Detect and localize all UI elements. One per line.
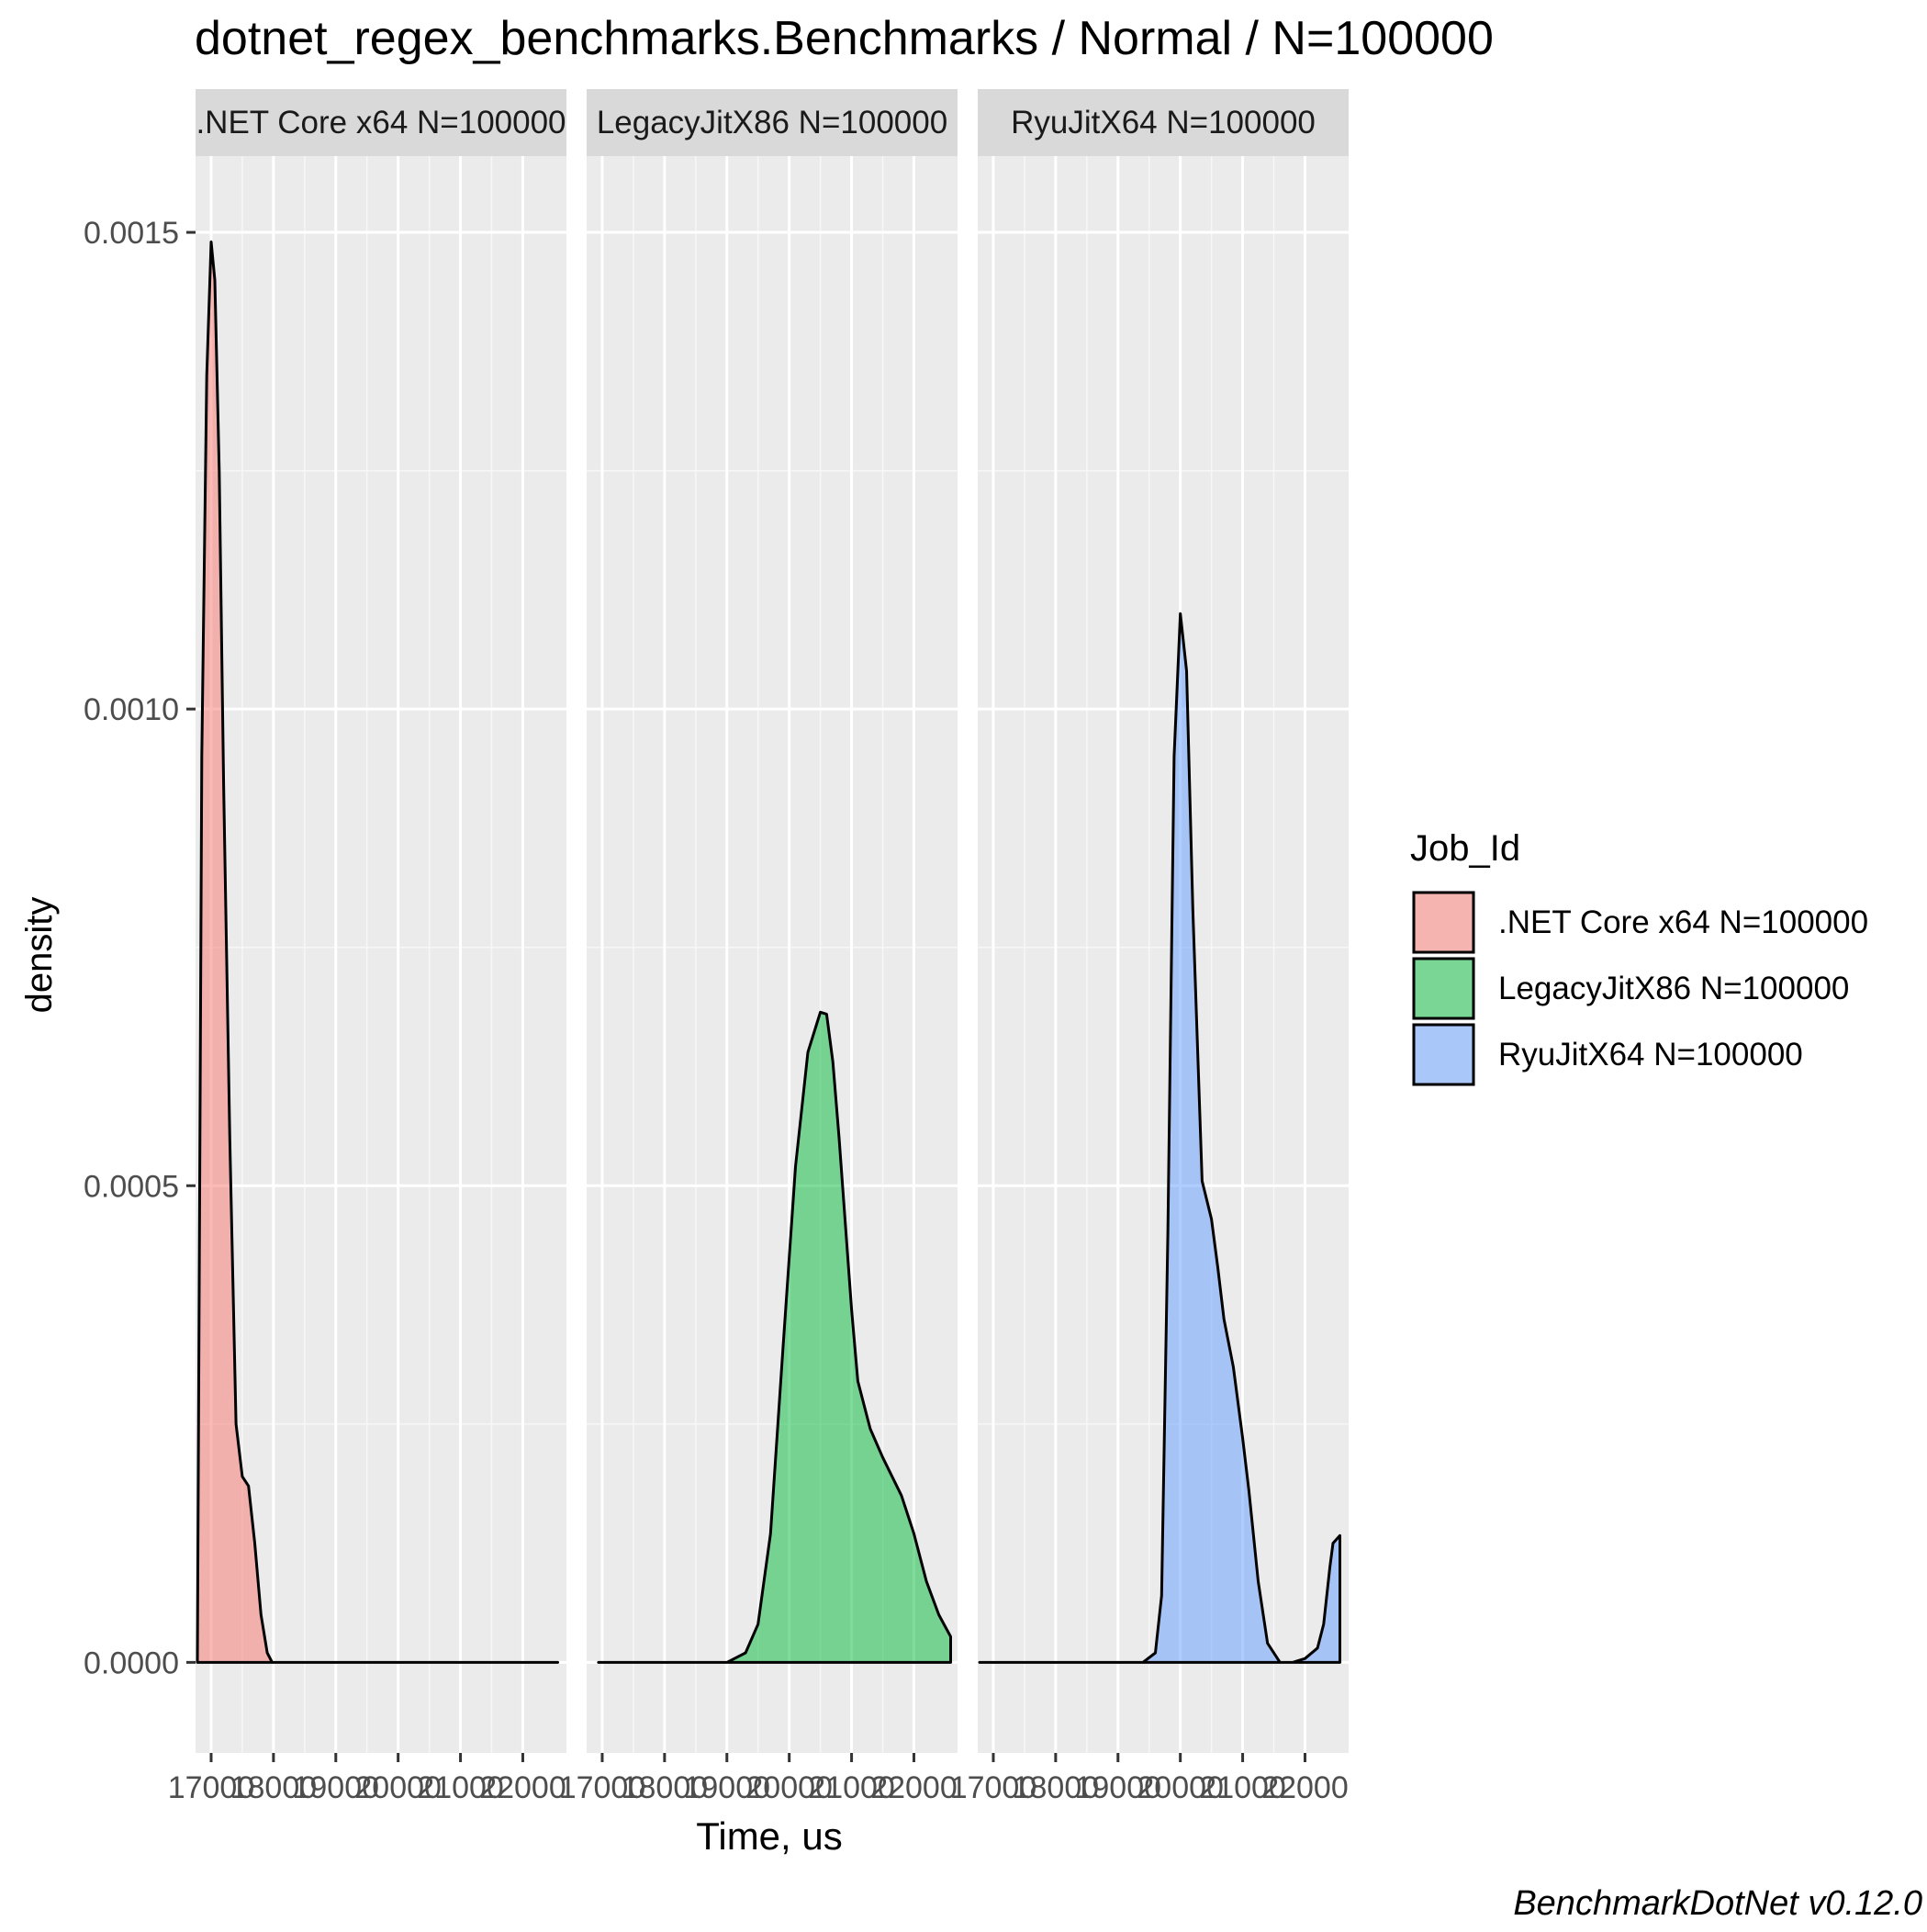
legend-key-swatch	[1412, 891, 1475, 954]
legend-key-swatch	[1412, 957, 1475, 1020]
facet-strip-label: LegacyJitX86 N=100000	[597, 105, 947, 140]
facet-panel: LegacyJitX86 N=100000 1700018000190002000…	[559, 89, 958, 1805]
facet-panel: RyuJitX64 N=100000 1700018000190002000021…	[950, 89, 1349, 1805]
density-area	[597, 1010, 952, 1664]
facet-strip	[196, 89, 566, 156]
caption: BenchmarkDotNet v0.12.0	[1513, 1884, 1922, 1923]
y-tick-label: 0.0015	[84, 216, 179, 251]
x-tick-label: 18000	[230, 1770, 318, 1805]
y-tick-label: 0.0000	[84, 1646, 179, 1680]
y-axis: 0.0000 0.0005 0.0010 0.0015	[84, 216, 196, 1680]
x-tick-label: 18000	[622, 1770, 709, 1805]
x-tick-label: 21000	[1199, 1770, 1286, 1805]
legend-key-swatch	[1412, 1023, 1475, 1086]
x-tick-label: 21000	[808, 1770, 895, 1805]
x-tick-label: 19000	[292, 1770, 379, 1805]
x-tick-label: 20000	[1137, 1770, 1224, 1805]
facet-panel: .NET Core x64 N=100000 170001800019000200…	[168, 89, 566, 1805]
x-tick-label: 22000	[1261, 1770, 1349, 1805]
x-tick-label: 18000	[1013, 1770, 1100, 1805]
legend-entry-label: .NET Core x64 N=100000	[1498, 904, 1868, 940]
chart-title: dotnet_regex_benchmarks.Benchmarks / Nor…	[195, 12, 1494, 65]
facet-strip	[978, 89, 1349, 156]
legend-entry-label: LegacyJitX86 N=100000	[1498, 971, 1849, 1006]
x-tick-label: 22000	[479, 1770, 566, 1805]
facet-panels: .NET Core x64 N=100000170001800019000200…	[168, 89, 1349, 1805]
legend-entry-label: RyuJitX64 N=100000	[1498, 1037, 1803, 1073]
facet-strip	[587, 89, 958, 156]
x-tick-label: 20000	[745, 1770, 833, 1805]
x-tick-label: 22000	[870, 1770, 958, 1805]
legend-title: Job_Id	[1410, 828, 1520, 869]
x-tick-label: 17000	[559, 1770, 646, 1805]
panel-background	[196, 156, 566, 1753]
y-tick-label: 0.0005	[84, 1169, 179, 1204]
x-tick-label: 20000	[354, 1770, 442, 1805]
y-axis-title: density	[19, 897, 60, 1014]
x-tick-label: 17000	[168, 1770, 255, 1805]
y-tick-label: 0.0010	[84, 692, 179, 727]
density-area	[978, 612, 1341, 1664]
x-tick-label: 17000	[950, 1770, 1037, 1805]
facet-strip-label: RyuJitX64 N=100000	[1011, 105, 1316, 140]
x-tick-label: 19000	[683, 1770, 770, 1805]
x-tick-label: 19000	[1074, 1770, 1161, 1805]
x-axis-title: Time, us	[696, 1814, 842, 1858]
legend: Job_Id .NET Core x64 N=100000 LegacyJitX8…	[1410, 828, 1868, 1086]
x-tick-label: 21000	[417, 1770, 504, 1805]
facet-strip-label: .NET Core x64 N=100000	[196, 105, 566, 140]
density-area	[196, 240, 559, 1664]
